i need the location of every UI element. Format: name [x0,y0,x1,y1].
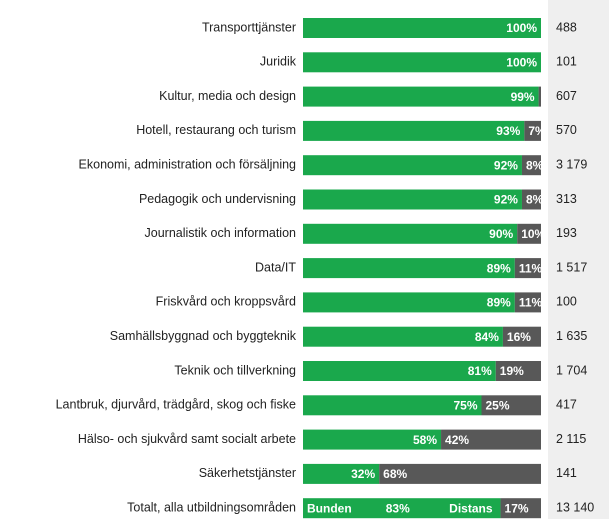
value-label: 75% [453,398,477,412]
value-label: 90% [489,227,513,241]
value-label: 93% [496,124,520,138]
count-label: 141 [556,466,577,480]
value-label: 84% [475,330,499,344]
count-label: 101 [556,55,577,69]
bar-segment [303,52,541,73]
value-label: 11% [519,296,543,310]
bar-segment [303,463,380,484]
value-label: 100% [506,55,537,69]
bar-segment [303,120,525,141]
bar-segment [514,292,541,313]
bar-segment [521,189,541,210]
value-label: 32% [351,467,375,481]
bar-segment [303,395,482,416]
count-column [548,0,609,519]
value-label: 100% [506,21,537,35]
value-label: 83% [386,501,410,515]
value-label: 11% [519,261,543,275]
category-label: Juridik [260,55,297,69]
bar-segment [303,18,541,38]
bar-segment [538,86,541,107]
legend-entry: Bunden [307,501,352,515]
value-label: 89% [487,261,511,275]
count-label: 1 704 [556,363,587,377]
count-label: 1 635 [556,329,587,343]
legend-entry: Distans [449,501,493,515]
value-label: 42% [445,433,469,447]
count-label: 100 [556,295,577,309]
bar-segment [514,258,541,279]
bar-segment [502,326,541,347]
bar-segment [303,223,518,244]
bar-segment [379,463,541,484]
category-label: Totalt, alla utbildningsområden [127,500,296,514]
count-label: 570 [556,123,577,137]
count-label: 193 [556,226,577,240]
bar-segment [303,155,522,176]
category-label: Ekonomi, administration och försäljning [79,157,297,171]
value-label: 89% [487,296,511,310]
bar-segment [303,86,539,107]
category-label: Teknik och tillverkning [174,363,296,377]
category-label: Friskvård och kroppsvård [156,295,296,309]
category-label: Säkerhetstjänster [199,466,296,480]
bar-segment [303,326,503,347]
value-label: 25% [486,398,510,412]
bar-segment [303,429,442,450]
bar-segment [441,429,541,450]
category-label: Journalistik och information [145,226,297,240]
value-label: 17% [505,501,529,515]
count-label: 488 [556,20,577,34]
count-label: 1 517 [556,260,587,274]
value-label: 7% [528,124,546,138]
category-label: Pedagogik och undervisning [139,192,296,206]
category-label: Lantbruk, djurvård, trädgård, skog och f… [56,398,296,412]
value-label: 10% [521,227,545,241]
category-label: Samhällsbyggnad och byggteknik [110,329,297,343]
category-label: Kultur, media och design [159,89,296,103]
value-label: 58% [413,433,437,447]
category-label: Transporttjänster [202,20,296,34]
count-label: 3 179 [556,157,587,171]
value-label: 16% [507,330,531,344]
count-label: 13 140 [556,500,594,514]
bar-segment [481,395,541,416]
bar-segment [303,292,515,313]
value-label: 99% [511,90,535,104]
count-label: 607 [556,89,577,103]
bar-segment [303,361,496,381]
count-label: 2 115 [556,432,586,446]
category-label: Hotell, restaurang och turism [136,123,296,137]
value-label: 92% [494,158,518,172]
value-label: 81% [468,364,492,378]
bar-segment [495,361,541,381]
bar-segment [303,189,522,210]
value-label: 92% [494,193,518,207]
category-label: Data/IT [255,260,296,274]
bar-segment [521,155,541,176]
count-label: 313 [556,192,577,206]
value-label: 19% [500,364,524,378]
value-label: 8% [526,193,544,207]
category-label: Hälso- och sjukvård samt socialt arbete [78,432,296,446]
bar-segment [500,498,541,519]
bar-segment [524,120,541,141]
count-label: 417 [556,398,577,412]
value-label: 68% [383,467,407,481]
bar-segment [517,223,541,244]
value-label: 8% [526,158,544,172]
bar-segment [303,258,515,279]
bar-segment [303,498,501,519]
